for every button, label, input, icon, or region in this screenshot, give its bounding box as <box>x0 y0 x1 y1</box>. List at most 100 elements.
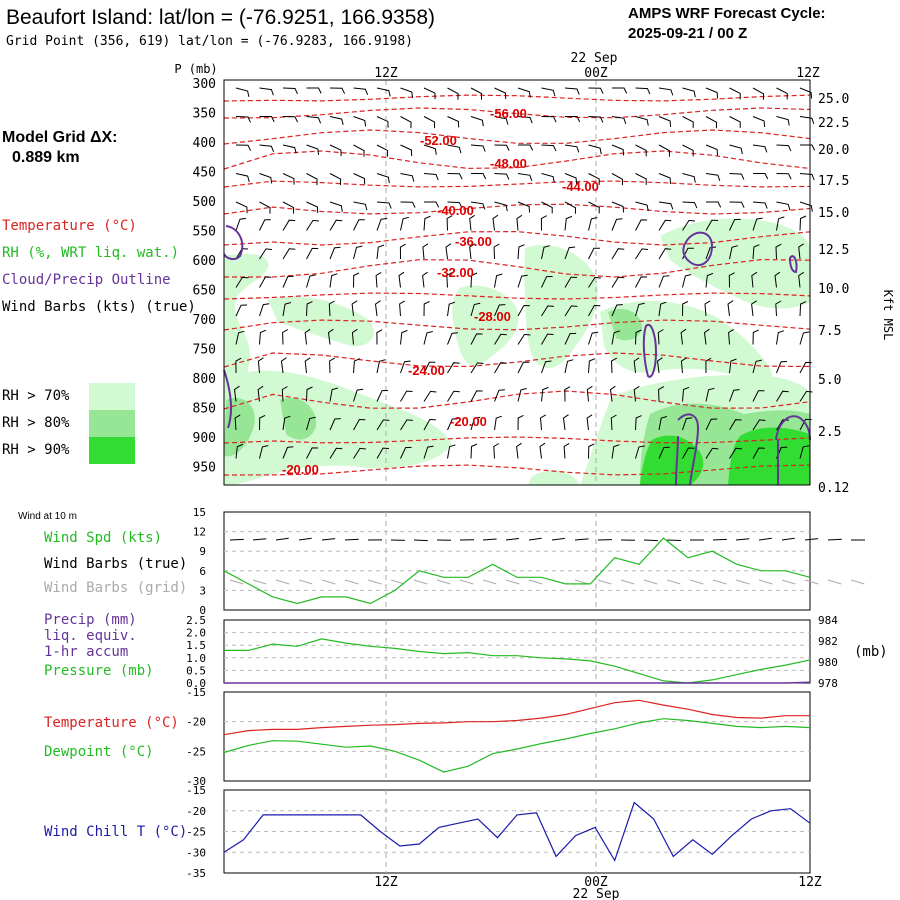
windchill-series <box>223 801 811 862</box>
wind-barb <box>729 87 741 100</box>
wind-barb <box>656 357 663 374</box>
wind-barb <box>306 247 319 260</box>
wind-barb <box>423 331 433 345</box>
wind10-barb-true <box>643 539 658 542</box>
pressure-right-ticks: 978 980 982 984 <box>818 614 838 690</box>
temperature-contour <box>224 258 811 278</box>
wind-barb <box>541 360 552 374</box>
wind-barb <box>635 276 648 288</box>
wind-barb <box>611 248 625 260</box>
wind-barb <box>235 144 252 151</box>
wind-barb <box>682 219 695 231</box>
pressure-tick-label: 700 <box>193 313 216 328</box>
temperature-contour <box>223 180 811 188</box>
wind-barb <box>752 217 763 231</box>
wind-barb <box>517 173 533 182</box>
wind-barb <box>282 144 297 154</box>
wind10-barb-true <box>804 538 819 541</box>
wind-barb <box>470 416 481 431</box>
height-ticks: 25.0 22.5 20.0 17.5 15.0 12.5 10.0 7.5 5.0 2.5 0.1… <box>818 92 849 496</box>
wind-barbs-true-label: Wind Barbs (true) <box>44 556 187 572</box>
wind-barb <box>588 116 604 123</box>
wind-barb <box>588 201 600 214</box>
wind-barb <box>447 362 460 374</box>
wind-barb <box>376 87 391 97</box>
wind-barb <box>470 302 481 317</box>
wind10-barb-grid <box>390 579 405 585</box>
wind-barb <box>445 243 452 260</box>
station-title: Beaufort Island: lat/lon = (-76.9251, 16… <box>6 6 435 29</box>
wind-barb <box>541 305 554 317</box>
wind-barb <box>234 414 241 431</box>
precip-tick-label: 2.5 <box>186 614 206 627</box>
temperature-contour <box>223 436 811 444</box>
legend-rh70-swatch <box>89 383 135 410</box>
wind10-barb-true <box>252 538 267 541</box>
wind-barb <box>517 116 533 124</box>
pressure-tick-label: 650 <box>193 284 216 299</box>
pressure-unit-label: (mb) <box>854 644 888 660</box>
wind-barb <box>400 144 413 157</box>
temperature-contour <box>223 292 811 300</box>
wind-barb <box>517 201 531 213</box>
wind-barb <box>400 201 416 208</box>
wind-barb <box>753 173 769 180</box>
pressure-tick-label: 950 <box>193 461 216 476</box>
wind-barb <box>329 201 343 212</box>
wind-barb <box>705 357 712 374</box>
legend-rh: RH (%, WRT liq. wat.) <box>2 245 179 261</box>
precip-tick-label: 1.5 <box>186 639 206 652</box>
wind10-barb-true <box>321 538 336 541</box>
cloud-outline <box>642 323 658 378</box>
wind-barb <box>682 447 695 459</box>
wind-barb <box>658 301 667 317</box>
temperature-label: -28.00 <box>474 309 511 324</box>
temperature-tick-label: -30 <box>186 775 206 788</box>
wind-barb <box>259 414 266 431</box>
wind-barb <box>682 144 694 157</box>
precip-label: Precip (mm) <box>44 612 137 628</box>
wind-barb <box>752 390 765 402</box>
wind-barb <box>729 419 742 431</box>
pressure-tick-label: 982 <box>818 635 838 648</box>
wind-tick-label: 9 <box>199 545 206 558</box>
wind-barb <box>586 385 593 402</box>
wind-plot-frame <box>223 511 811 611</box>
wind-barb <box>422 271 428 288</box>
wind-barb <box>682 274 692 288</box>
temperature-contour <box>223 352 811 368</box>
sounding-frame <box>223 79 811 486</box>
wind-barb <box>705 173 721 182</box>
pressure-tick-label: 600 <box>193 254 216 269</box>
wind-barb <box>399 300 405 317</box>
wind-barb <box>564 332 577 345</box>
wind-barb <box>282 275 294 288</box>
sounding-panel: -56.00 -52.00 -48.00 -44.00 -40.00 -36.0… <box>193 77 895 496</box>
wind-barb <box>799 445 810 459</box>
wind-barb <box>353 272 360 288</box>
wind-at-10m-label: Wind at 10 m <box>18 511 77 522</box>
wind-tick-label: 0 <box>199 604 206 617</box>
wind-barb <box>705 387 715 402</box>
temperature-label: -40.00 <box>437 203 474 218</box>
wind-barb <box>565 116 581 123</box>
wind-barb <box>658 219 672 231</box>
wind-speed-line <box>223 537 811 605</box>
temperature-label: -20.00 <box>450 414 487 429</box>
wind-barb <box>306 116 322 124</box>
wind-barb <box>306 219 320 231</box>
wind-barb <box>635 329 642 345</box>
wind-barb <box>751 300 757 317</box>
wind10-barb-true <box>574 538 589 541</box>
grid-point-label: Grid Point (356, 619) lat/lon = (-76.928… <box>6 34 413 49</box>
windchill-tick-label: -20 <box>186 805 206 818</box>
wind-barb <box>447 332 458 345</box>
wind10-barb-grid <box>620 579 635 585</box>
wind-barb <box>658 173 672 185</box>
wind10-barb-grid <box>666 579 681 585</box>
wind10-barb-grid <box>758 579 773 585</box>
wind-barb <box>682 417 693 431</box>
bottom-tick-12z-a: 12Z <box>374 875 398 890</box>
wind-barb <box>800 144 816 151</box>
wind-barb <box>776 216 785 231</box>
